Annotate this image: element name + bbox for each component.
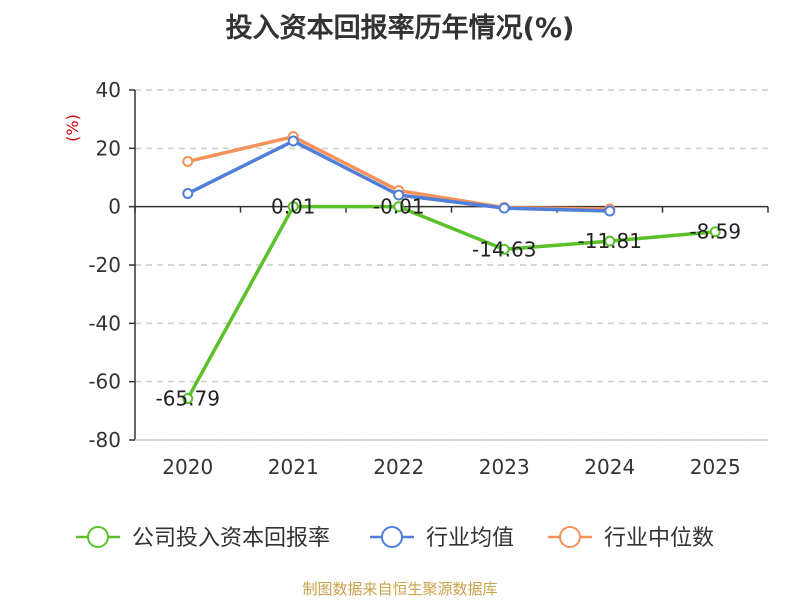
y-axis-unit: (%) [63,114,82,142]
x-tick-label: 2025 [690,455,741,479]
data-point [498,243,510,255]
legend-label: 行业中位数 [604,526,714,551]
y-tick-label: -80 [88,428,121,452]
data-point [287,201,299,213]
y-tick-label: 40 [96,78,121,102]
data-labels: -65.79 0.01 -0.01 -14.63 -11.81 -8.59 [156,195,742,411]
data-point [393,201,405,213]
legend-item[interactable]: 公司投入资本回报率 [76,526,330,551]
data-label: 0.01 [271,195,316,219]
y-tick-label: 20 [96,136,121,160]
series-lines [182,131,721,405]
data-label: -11.81 [578,229,642,253]
legend-item[interactable]: 行业中位数 [548,526,714,551]
grid-lines [135,89,768,441]
x-tick-label: 2023 [479,455,530,479]
x-tick-label: 2021 [268,455,319,479]
chart-title: 投入资本回报率历年情况(%) [225,13,575,44]
source-note: 制图数据来自恒生聚源数据库 [302,580,498,598]
x-tick-label: 2024 [584,455,635,479]
x-tick-label: 2022 [373,455,424,479]
data-point [604,235,616,247]
series-line [186,204,716,400]
data-label: -0.01 [373,195,425,219]
y-tick-label: -60 [88,370,121,394]
data-label: -14.63 [472,237,536,261]
data-label: -65.79 [156,387,220,411]
data-point [393,189,405,201]
legend-marker [381,526,403,548]
data-point [709,226,721,238]
x-tick-label: 2020 [162,455,213,479]
data-point [182,155,194,167]
y-tick-label: -40 [88,311,121,335]
legend[interactable]: 公司投入资本回报率 行业均值 行业中位数 [76,526,714,551]
legend-marker [559,526,581,548]
legend-label: 公司投入资本回报率 [132,526,330,551]
legend-item[interactable]: 行业均值 [370,526,514,551]
data-point [604,205,616,217]
data-point [182,188,194,200]
y-tick-label: -20 [88,253,121,277]
y-tick-label: 0 [108,195,121,219]
legend-marker [87,526,109,548]
data-label: -8.59 [689,220,741,244]
data-point [182,393,194,405]
data-point [287,135,299,147]
legend-label: 行业均值 [426,526,514,551]
axes: 40 20 0 -20 -40 -60 -80 2020 2021 2022 2023 2024 202… [63,78,769,479]
data-point [498,202,510,214]
